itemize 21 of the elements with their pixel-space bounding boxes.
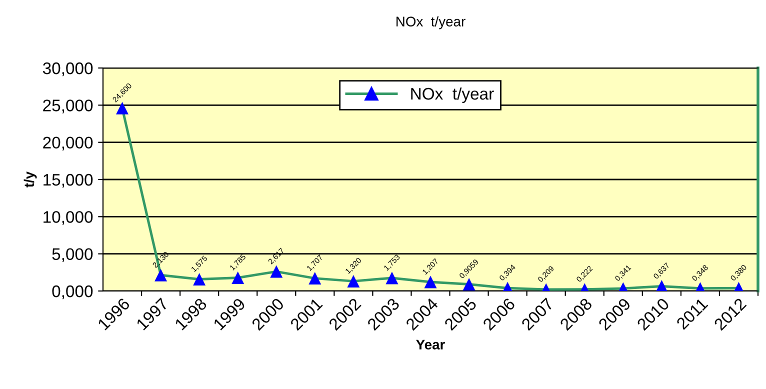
- y-tick-label: 10,000: [44, 211, 93, 225]
- point: [347, 274, 360, 288]
- y-tick-label: 30,000: [42, 62, 93, 76]
- y-axis-title: t/y: [24, 171, 37, 188]
- x-axis-title: Year: [416, 340, 445, 350]
- point: [270, 265, 283, 278]
- point: [116, 102, 129, 114]
- chart-title: NOx t/year: [396, 16, 466, 30]
- point: [462, 278, 476, 291]
- point: [308, 272, 322, 285]
- y-tick-label: 5,000: [52, 248, 93, 262]
- y-tick-label: 0,000: [52, 285, 93, 300]
- point: [424, 276, 437, 288]
- y-tick-label: 20,000: [43, 136, 93, 151]
- point: [193, 273, 206, 286]
- y-tick-label: 15,000: [44, 174, 93, 188]
- point: [386, 272, 398, 284]
- y-tick-label: 25,000: [43, 100, 93, 114]
- point: [154, 268, 168, 282]
- point: [232, 271, 244, 284]
- legend-label: NOx t/year: [411, 87, 494, 103]
